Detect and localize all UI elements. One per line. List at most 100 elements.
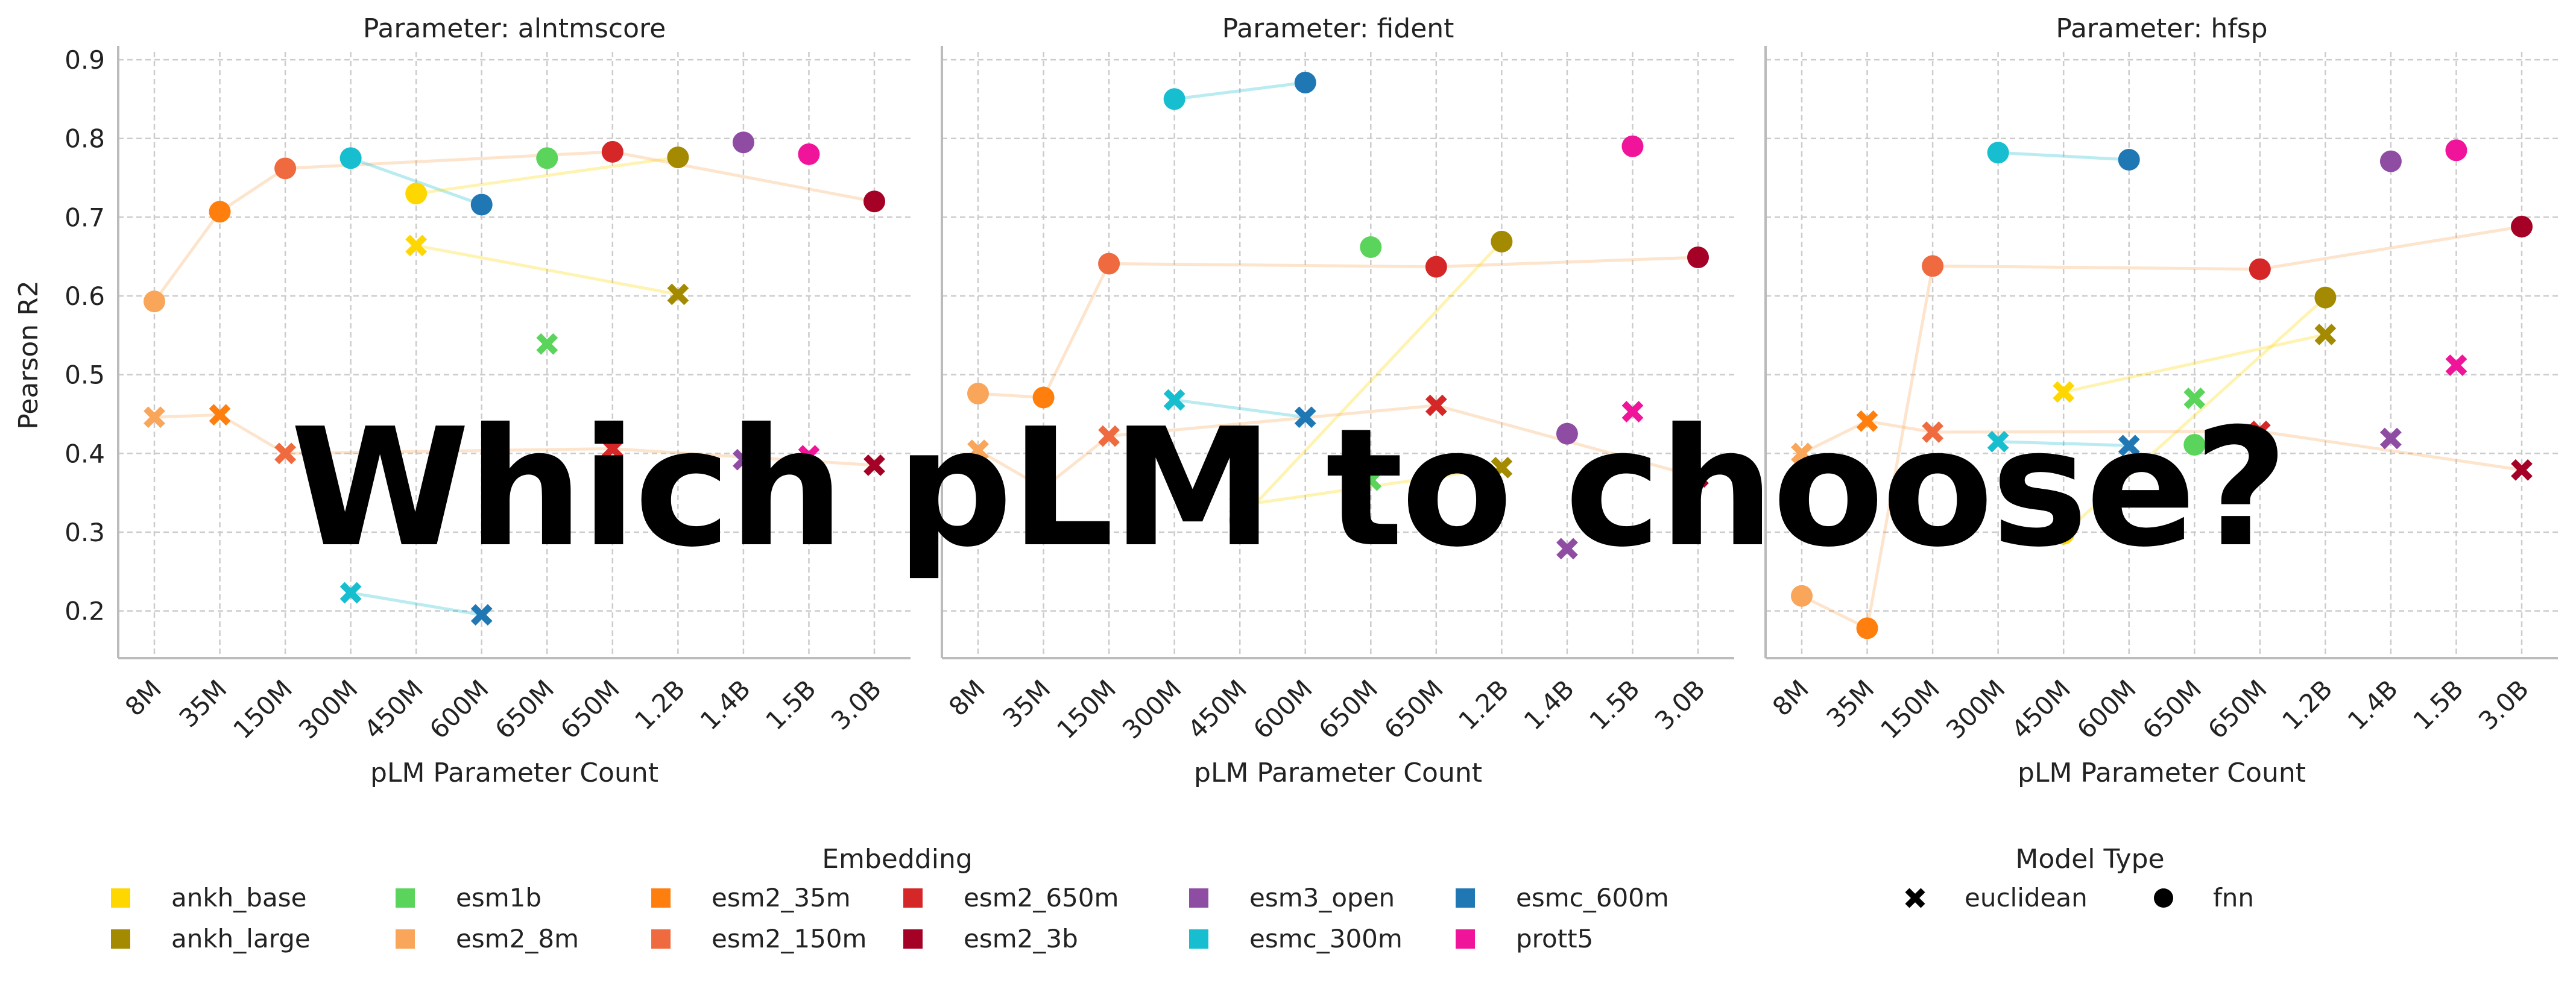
family-line [415, 155, 678, 195]
legend-item-esm2_650m: esm2_650m [903, 883, 1119, 912]
circle-marker [2154, 888, 2173, 908]
legend-item-ankh_base: ankh_base [111, 883, 306, 912]
legend-label: esmc_300m [1249, 924, 1403, 953]
family-line [2062, 296, 2327, 535]
euclidean-point-ankh_base [2053, 381, 2075, 403]
x-tick-label: 300M [1940, 674, 2011, 744]
euclidean-point-esmc_600m [470, 604, 493, 626]
euclidean-point-prott5 [2445, 354, 2467, 376]
x-tick-label: 1.4B [2342, 674, 2404, 735]
fnn-point-esmc_600m [2118, 148, 2140, 171]
fnn-point-esm2_3b [1687, 246, 1709, 268]
legend-label: esmc_600m [1516, 883, 1669, 912]
euclidean-point-ankh_base [1229, 494, 1251, 517]
x-tick-label: 650M [2202, 674, 2273, 744]
legend-label: esm2_150m [712, 924, 867, 953]
x-axis-label: pLM Parameter Count [1194, 758, 1482, 788]
x-tick-label: 1.5B [2407, 674, 2469, 735]
legend-label: ankh_large [171, 924, 311, 953]
fnn-point-prott5 [1621, 135, 1644, 157]
fnn-point-ankh_base [405, 183, 428, 205]
family-line [1239, 466, 1502, 507]
legend-label: prott5 [1516, 924, 1593, 953]
euclidean-point-esm2_8m [144, 406, 165, 429]
euclidean-point-esm2_8m [1791, 442, 1813, 465]
legend-item-prott5: prott5 [1456, 924, 1593, 953]
legend-item-esm2_150m: esm2_150m [651, 924, 867, 953]
panel-title: Parameter: alntmscore [363, 13, 666, 44]
fnn-point-ankh_large [2314, 286, 2337, 309]
fnn-point-esm2_150m [1098, 253, 1120, 275]
x-tick-label: 3.0B [1649, 674, 1711, 735]
family-line [1174, 398, 1306, 419]
euclidean-point-ankh_large [2314, 324, 2337, 345]
euclidean-point-esmc_600m [1294, 406, 1316, 429]
fnn-point-esm3_open [1556, 422, 1578, 445]
fnn-point-esm2_150m [1922, 255, 1944, 277]
x-axis-label: pLM Parameter Count [2018, 758, 2306, 788]
panel-title: Parameter: hfsp [2056, 13, 2267, 44]
family-line [977, 256, 1699, 400]
model-type-legend-title: Model Type [2015, 844, 2164, 875]
euclidean-point-esm2_35m [1856, 410, 1878, 432]
fnn-point-ankh_large [667, 146, 689, 169]
fnn-point-esm2_8m [144, 291, 165, 313]
panel-1: Parameter: alntmscore 0.2 0.3 0.4 0.5 0.6 0.7 0… [65, 13, 911, 788]
x-tick-label: 35M [1821, 674, 1880, 733]
euclidean-point-esmc_300m [1987, 430, 2009, 453]
fnn-point-esm2_8m [1791, 585, 1813, 607]
family-line [1998, 440, 2129, 447]
embedding-legend: Embedding ankh_base ankh_large esm1b esm2_8m… [111, 844, 1669, 953]
fnn-point-esm2_8m [967, 383, 989, 405]
fnn-point-esm2_650m [1425, 256, 1447, 278]
legend-item-esmc_600m: esmc_600m [1456, 883, 1669, 912]
legend-item-esmc_300m: esmc_300m [1189, 924, 1403, 953]
fnn-point-esmc_600m [1294, 71, 1316, 93]
euclidean-point-esm1b [1360, 469, 1382, 491]
fnn-point-esm1b [2183, 433, 2206, 456]
fnn-point-esm3_open [2379, 150, 2402, 172]
fnn-point-esmc_600m [470, 193, 493, 216]
fnn-point-esm2_650m [2249, 258, 2271, 280]
euclidean-point-esm2_8m [967, 439, 989, 461]
euclidean-point-esm2_3b [1687, 466, 1709, 488]
x-tick-label: 1.4B [695, 674, 756, 735]
y-tick-label: 0.3 [65, 518, 105, 547]
legend-label: esm1b [456, 883, 541, 912]
x-tick-label: 35M [997, 674, 1056, 733]
legend-label: esm3_open [1249, 883, 1395, 912]
euclidean-point-esm2_150m [274, 442, 296, 465]
y-tick-label: 0.7 [65, 203, 105, 232]
euclidean-point-esm2_650m [1425, 394, 1447, 416]
legend-swatch [111, 929, 130, 949]
legend-label: fnn [2213, 883, 2254, 912]
euclidean-point-esm3_open [733, 448, 754, 471]
legend-swatch [651, 929, 671, 949]
x-tick-label: 150M [1875, 674, 1945, 744]
euclidean-point-esm3_open [1556, 538, 1578, 560]
legend-label: esm2_8m [456, 924, 579, 953]
legend-item-esm1b: esm1b [396, 883, 541, 912]
legend-swatch [903, 888, 923, 908]
legend-item-esm3_open: esm3_open [1189, 883, 1395, 912]
fnn-point-ankh_base [2053, 523, 2075, 545]
x-tick-label: 650M [1313, 674, 1383, 744]
euclidean-point-esm2_3b [863, 454, 885, 476]
x-tick-label: 600M [424, 674, 494, 744]
x-tick-label: 650M [489, 674, 560, 744]
family-line [2063, 333, 2326, 394]
panel-title: Parameter: fident [1222, 13, 1454, 44]
legend-item-esm2_35m: esm2_35m [651, 883, 851, 912]
x-axis-label: pLM Parameter Count [370, 758, 658, 788]
x-tick-label: 1.2B [629, 674, 690, 735]
fnn-point-esm2_650m [601, 140, 623, 163]
legend-swatch [903, 929, 923, 949]
x-tick-label: 450M [358, 674, 429, 744]
fnn-point-esmc_300m [339, 147, 362, 169]
x-tick-label: 1.2B [2276, 674, 2338, 735]
legend-label: esm2_35m [712, 883, 851, 912]
x-tick-label: 150M [1051, 674, 1122, 744]
x-tick-label: 650M [2136, 674, 2207, 744]
